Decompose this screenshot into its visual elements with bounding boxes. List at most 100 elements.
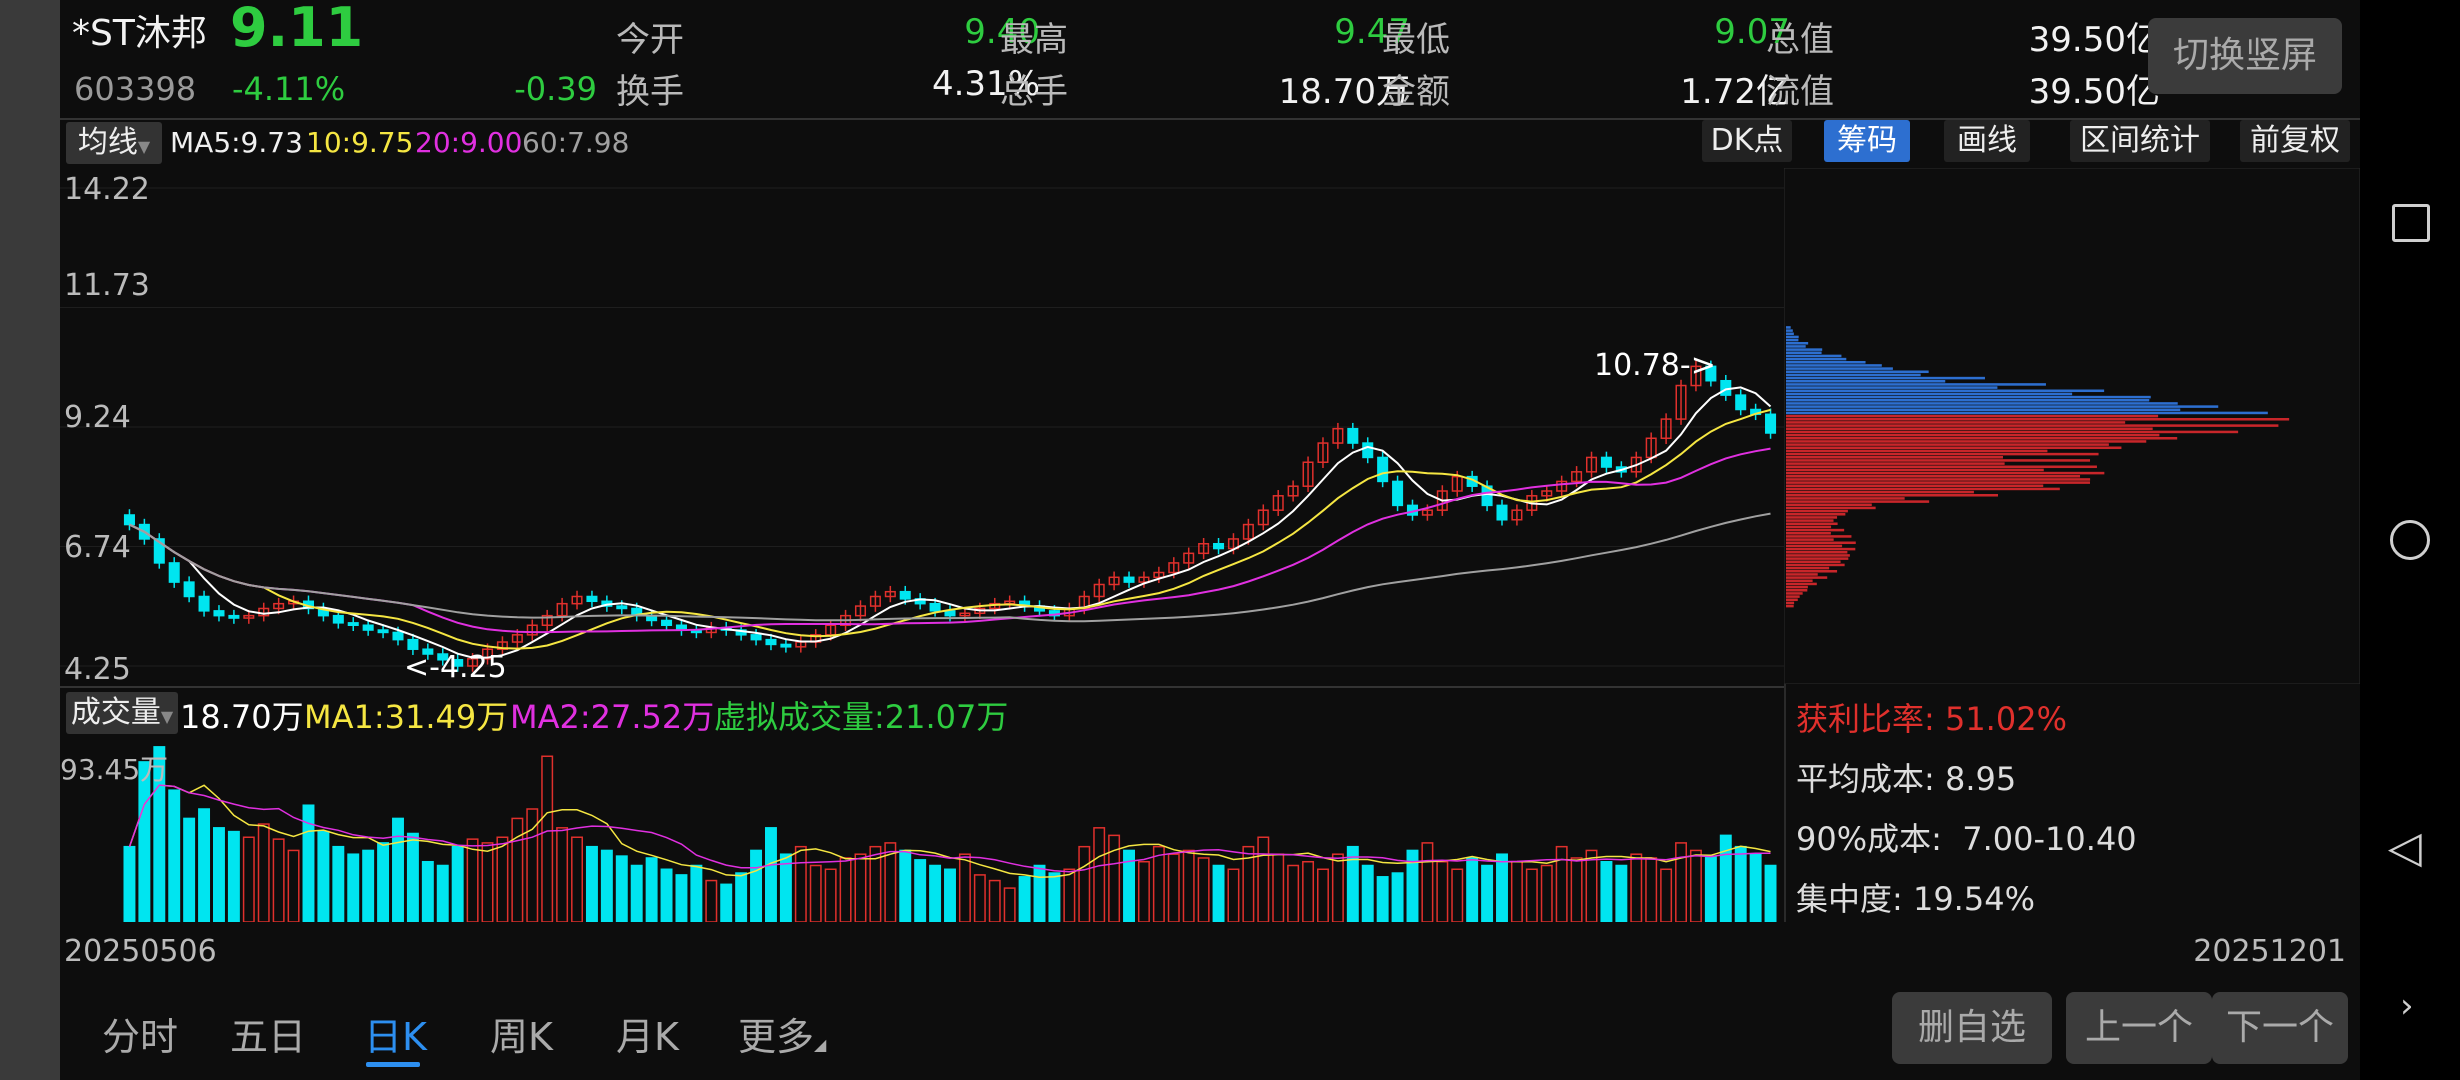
- volume-bar: [1063, 868, 1076, 922]
- volume-bar: [615, 855, 628, 922]
- volume-bar: [824, 868, 837, 922]
- change-percent: -4.11%: [232, 70, 346, 108]
- volume-bar: [421, 860, 434, 922]
- chip-bar: [1786, 570, 1838, 573]
- candle: [362, 624, 374, 631]
- dk-point-button[interactable]: DK点: [1702, 120, 1792, 162]
- candle: [1302, 461, 1314, 487]
- volume-label: 总手: [1000, 72, 1068, 112]
- ma-selector[interactable]: 均线▼: [66, 122, 162, 164]
- volume-bar: [392, 817, 404, 922]
- dropdown-icon: ▼: [160, 707, 174, 726]
- volume-bar: [511, 817, 524, 922]
- volume-bar: [1346, 845, 1359, 922]
- volume-bar: [332, 845, 345, 922]
- price-axis-label: 9.24: [64, 400, 131, 435]
- volume-bar: [1615, 864, 1628, 922]
- volume-bar: [899, 849, 912, 922]
- home-icon[interactable]: [2390, 520, 2430, 560]
- volume-bar: [287, 849, 300, 922]
- ma60-value: 60:7.98: [522, 126, 630, 159]
- volume-bar: [1481, 864, 1494, 922]
- chip-bar: [1786, 509, 1848, 513]
- tab-daily-k[interactable]: 日K: [364, 1015, 427, 1059]
- remove-favorite-button[interactable]: 删自选: [1892, 992, 2052, 1064]
- chip-bar: [1786, 418, 2290, 421]
- volume-bar: [1302, 860, 1315, 922]
- chip-bar: [1786, 551, 1848, 554]
- chevron-right-icon[interactable]: ›: [2400, 986, 2414, 1026]
- candle: [467, 658, 479, 667]
- high-value: 9.47: [1334, 12, 1410, 52]
- chip-bar: [1786, 494, 1998, 497]
- candle: [884, 590, 896, 598]
- previous-button[interactable]: 上一个: [2066, 992, 2212, 1064]
- candle: [1198, 542, 1210, 555]
- chip-bar: [1786, 519, 1834, 522]
- chips-button[interactable]: 筹码: [1824, 120, 1910, 162]
- chip-bar: [1786, 348, 1823, 351]
- candle: [1287, 485, 1299, 497]
- tab-intraday[interactable]: 分时: [102, 1015, 179, 1059]
- cap-value: 39.50亿: [2028, 20, 2160, 60]
- chip-bar: [1786, 383, 2046, 386]
- corner-triangle-icon: ◢: [814, 1035, 827, 1054]
- candle: [929, 602, 941, 612]
- volume-bar: [869, 845, 882, 922]
- chip-bar: [1786, 440, 2147, 443]
- candle: [1720, 379, 1732, 396]
- chip-bar: [1786, 566, 1830, 570]
- virtual-volume: 虚拟成交量:21.07万: [714, 698, 1009, 736]
- ma5-value: MA5:9.73: [170, 126, 303, 159]
- chip-bar: [1786, 598, 1798, 602]
- chip-bar: [1786, 585, 1808, 589]
- chip-bar: [1786, 402, 2178, 405]
- volume-bar: [1167, 853, 1180, 922]
- chip-bar: [1786, 481, 2090, 484]
- volume-bar: [1570, 857, 1583, 922]
- kline-chart[interactable]: [60, 168, 1786, 684]
- cost-90: 90%成本: 7.00-10.40: [1796, 820, 2137, 858]
- volume-bar: [1734, 845, 1747, 922]
- volume-bar: [705, 879, 718, 922]
- range-stats-button[interactable]: 区间统计: [2070, 120, 2210, 162]
- chip-bar: [1786, 604, 1794, 608]
- candle: [1093, 583, 1105, 598]
- back-icon[interactable]: ◁: [2388, 822, 2422, 873]
- volume-chart[interactable]: [60, 738, 1786, 922]
- chip-bar: [1786, 354, 1842, 358]
- low-value: 9.07: [1714, 12, 1790, 52]
- next-button[interactable]: 下一个: [2212, 992, 2348, 1064]
- chip-bar: [1786, 532, 1831, 535]
- indicator-selector[interactable]: 成交量▼: [66, 692, 178, 734]
- chip-bar: [1786, 503, 1872, 507]
- volume-bar: [362, 849, 375, 922]
- candle: [1451, 475, 1463, 492]
- chip-bar: [1786, 506, 1876, 510]
- system-nav-bar: ◁ ›: [2360, 0, 2460, 1080]
- chip-bar: [1786, 424, 2279, 427]
- candle: [1242, 523, 1254, 540]
- dropdown-icon: ▼: [137, 137, 151, 156]
- price-axis-label: 6.74: [64, 530, 131, 565]
- stock-name: *ST沐邦: [72, 13, 207, 54]
- chip-bar: [1786, 443, 2109, 446]
- fq-button[interactable]: 前复权: [2240, 120, 2350, 162]
- tab-five-day[interactable]: 五日: [230, 1015, 307, 1059]
- chip-bar: [1786, 456, 2004, 459]
- divider: [1784, 684, 1786, 922]
- chip-bar: [1786, 589, 1808, 592]
- recents-icon[interactable]: [2392, 204, 2430, 242]
- tab-more[interactable]: 更多◢: [738, 1006, 826, 1061]
- tab-monthly-k[interactable]: 月K: [616, 1015, 679, 1059]
- tab-weekly-k[interactable]: 周K: [490, 1015, 553, 1059]
- volume-bar: [272, 838, 285, 922]
- draw-line-button[interactable]: 画线: [1944, 120, 2030, 162]
- switch-portrait-button[interactable]: 切换竖屏: [2148, 18, 2342, 94]
- candle: [1675, 384, 1687, 420]
- volume-bar: [1421, 842, 1434, 922]
- concentration: 集中度: 19.54%: [1796, 880, 2035, 918]
- chip-distribution: [1784, 168, 2360, 684]
- chip-bar: [1786, 326, 1791, 329]
- volume-bar: [1749, 853, 1762, 922]
